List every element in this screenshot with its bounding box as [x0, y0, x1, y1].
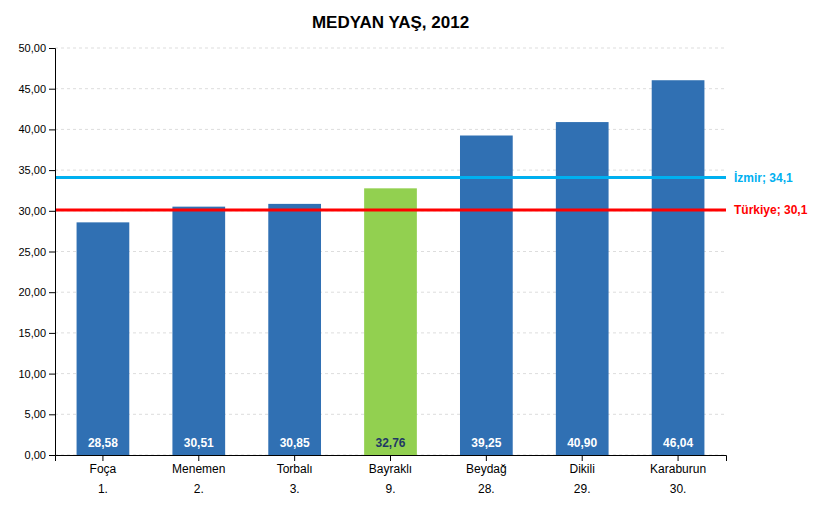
y-tick-label: 0,00	[25, 449, 46, 461]
y-tick: 15,00	[18, 327, 55, 339]
bar	[268, 204, 321, 455]
data-label: 32,76	[375, 436, 405, 450]
y-tick: 35,00	[18, 164, 55, 176]
x-tick: Torbalı	[277, 455, 313, 476]
data-label: 39,25	[471, 436, 501, 450]
rank-label: 1.	[98, 482, 108, 496]
reference-line	[55, 208, 726, 211]
y-tick-label: 5,00	[25, 408, 46, 420]
bar	[172, 207, 225, 455]
y-tick: 40,00	[18, 123, 55, 135]
y-tick-mark	[49, 129, 55, 130]
bar	[77, 222, 130, 455]
x-tick-mark	[198, 455, 199, 461]
y-tick-mark	[49, 414, 55, 415]
y-tick: 25,00	[18, 246, 55, 258]
x-tick-mark	[390, 455, 391, 461]
x-tick-label: Menemen	[172, 462, 225, 476]
y-tick-mark	[49, 211, 55, 212]
reference-labels: İzmir; 34,1 Türkiye; 30,1	[734, 170, 808, 218]
y-tick-mark	[49, 374, 55, 375]
x-tick: Beydağ	[466, 455, 507, 476]
x-tick-label: Dikili	[570, 462, 595, 476]
data-label: 28,58	[88, 436, 118, 450]
y-tick-mark	[49, 170, 55, 171]
reference-label: Türkiye; 30,1	[734, 203, 808, 217]
y-tick-mark	[49, 89, 55, 90]
rank-label: 2.	[194, 482, 204, 496]
x-tick: Menemen	[172, 455, 225, 476]
x-tick: Karaburun	[650, 455, 706, 476]
x-tick-mark	[486, 455, 487, 461]
data-labels: 28,58 30,51 30,85 32,76 39,25 40,90 46,04	[88, 436, 693, 450]
x-tick: Bayraklı	[369, 455, 412, 476]
grid-line	[55, 88, 726, 89]
rank-label: 9.	[385, 482, 395, 496]
y-tick-mark	[49, 292, 55, 293]
rank-label: 30.	[670, 482, 687, 496]
x-tick-mark	[582, 455, 583, 461]
x-tick-label: Torbalı	[277, 462, 313, 476]
x-tick-label: Beydağ	[466, 462, 507, 476]
bar	[364, 188, 417, 455]
x-tick: Foça	[90, 455, 117, 476]
x-tick-mark	[102, 455, 103, 461]
grid-line	[55, 129, 726, 130]
x-tick-mark	[294, 455, 295, 461]
rank-labels: 1. 2. 3. 9. 28. 29. 30.	[98, 482, 686, 496]
x-tick: Dikili	[570, 455, 595, 476]
data-label: 30,85	[280, 436, 310, 450]
title: MEDYAN YAŞ, 2012	[312, 13, 469, 32]
x-axis: Foça Menemen Torbalı Bayraklı Beydağ Dikili Ka…	[56, 455, 727, 476]
y-tick-label: 50,00	[18, 42, 46, 54]
grid-line	[55, 170, 726, 171]
y-tick-label: 45,00	[18, 83, 46, 95]
x-tick-label: Bayraklı	[369, 462, 412, 476]
x-tick-mark	[678, 455, 679, 461]
bar	[556, 122, 609, 455]
x-tick-label: Foça	[90, 462, 117, 476]
marks	[55, 80, 726, 455]
y-axis-line	[49, 49, 56, 456]
rank-label: 3.	[290, 482, 300, 496]
y-tick: 30,00	[18, 205, 55, 217]
y-tick-label: 40,00	[18, 123, 46, 135]
y-tick-label: 10,00	[18, 368, 46, 380]
reference-label: İzmir; 34,1	[734, 170, 793, 185]
rank-label: 29.	[574, 482, 591, 496]
bar	[652, 80, 705, 455]
y-tick: 5,00	[25, 408, 55, 420]
y-tick: 0,00	[25, 449, 55, 461]
y-tick-label: 30,00	[18, 205, 46, 217]
x-tick-label: Karaburun	[650, 462, 706, 476]
y-tick: 10,00	[18, 368, 55, 380]
grid-line	[55, 48, 726, 49]
rank-label: 28.	[478, 482, 495, 496]
y-tick: 50,00	[18, 42, 55, 54]
reference-line	[55, 176, 726, 179]
bar	[460, 136, 513, 455]
plot-area: 0,00 5,00 10,00 15,00 20,00 25,00 30,00 35,00 40…	[18, 42, 807, 496]
y-tick-label: 25,00	[18, 246, 46, 258]
y-tick: 20,00	[18, 286, 55, 298]
chart-svg: 0,00 5,00 10,00 15,00 20,00 25,00 30,00 35,00 40…	[0, 0, 831, 517]
data-label: 30,51	[184, 436, 214, 450]
grid	[55, 48, 726, 455]
y-axis: 0,00 5,00 10,00 15,00 20,00 25,00 30,00 35,00 40…	[18, 42, 55, 461]
grid-line	[55, 210, 726, 211]
data-label: 46,04	[663, 436, 693, 450]
y-tick-mark	[49, 333, 55, 334]
y-tick-label: 35,00	[18, 164, 46, 176]
y-tick-label: 20,00	[18, 286, 46, 298]
x-axis-line	[56, 456, 727, 462]
data-label: 40,90	[567, 436, 597, 450]
y-tick-label: 15,00	[18, 327, 46, 339]
y-tick-mark	[49, 252, 55, 253]
y-tick-mark	[49, 48, 55, 49]
y-tick: 45,00	[18, 83, 55, 95]
y-tick-mark	[49, 455, 55, 456]
